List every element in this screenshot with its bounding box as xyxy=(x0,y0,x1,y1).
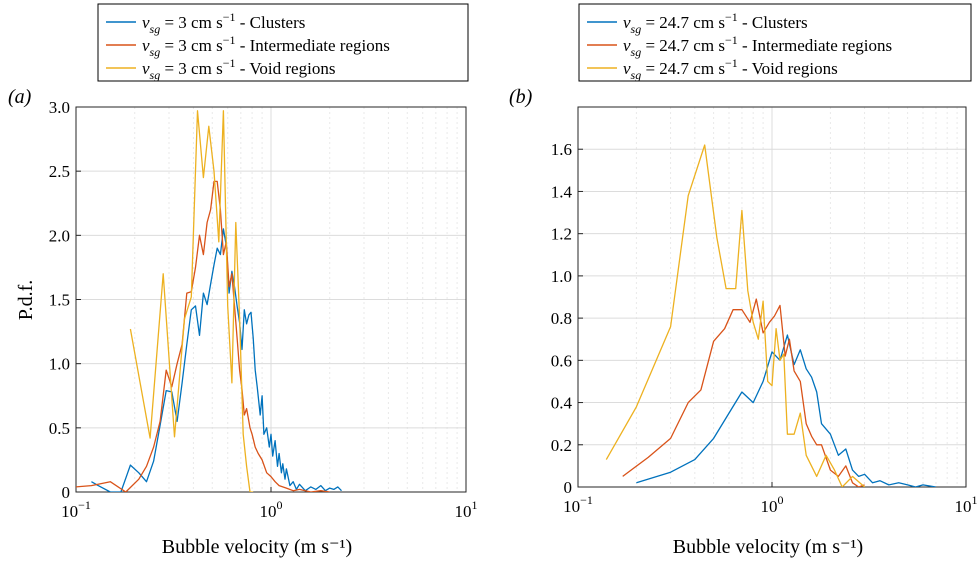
y-axis-label-a: P.d.f. xyxy=(15,280,37,321)
x-ticks-b: 10−1 100 101 xyxy=(563,482,978,516)
y-tick-label: 1.5 xyxy=(49,291,70,310)
y-tick-label: 0.5 xyxy=(49,419,70,438)
series-line-3 xyxy=(605,144,866,487)
legend-symbol: v xyxy=(142,13,150,32)
legend-superscript: −1 xyxy=(223,33,236,47)
legend-suffix: - Clusters xyxy=(235,13,305,32)
legend-text: = 24.7 cm s xyxy=(641,36,725,55)
x-tick-base: 10 xyxy=(455,502,472,521)
x-tick-exponent: 0 xyxy=(778,493,784,507)
x-tick-base: 10 xyxy=(761,497,778,516)
y-tick-label: 1.2 xyxy=(551,225,572,244)
legend-superscript: −1 xyxy=(725,56,738,70)
x-tick-base: 10 xyxy=(955,497,972,516)
y-tick-label: 1.4 xyxy=(551,182,573,201)
legend-symbol: v xyxy=(623,13,631,32)
series-line-3 xyxy=(129,110,254,492)
y-ticks-b: 0 0.2 0.4 0.6 0.8 1.0 1.2 1.4 1.6 xyxy=(551,140,583,497)
legend-entry: vsg = 3 cm s−1 - Void regions xyxy=(142,56,335,82)
legend-symbol: v xyxy=(623,59,631,78)
series-b xyxy=(605,144,937,487)
grid-b xyxy=(577,107,966,488)
series-line-1 xyxy=(636,334,937,487)
legend-box-b xyxy=(578,3,972,82)
legend-entry: vsg = 3 cm s−1 - Clusters xyxy=(142,10,305,36)
y-tick-label: 1.6 xyxy=(551,140,572,159)
legend-entry: vsg = 24.7 cm s−1 - Intermediate regions xyxy=(623,33,892,59)
x-axis-label-a: Bubble velocity (m s⁻¹) xyxy=(162,536,352,558)
legend-subscript: sg xyxy=(150,22,161,36)
y-ticks-a: 0 0.5 1.0 1.5 2.0 2.5 3.0 xyxy=(49,98,81,502)
x-tick-exponent: 1 xyxy=(472,498,478,512)
y-tick-label: 2.0 xyxy=(49,226,70,245)
legend-superscript: −1 xyxy=(725,10,738,24)
x-tick-label: 100 xyxy=(761,493,784,516)
y-tick-label: 0.2 xyxy=(551,436,572,455)
series-a xyxy=(76,110,342,492)
x-tick-label: 101 xyxy=(455,498,478,521)
series-line-1 xyxy=(91,228,342,492)
legend-superscript: −1 xyxy=(725,33,738,47)
legend-box-a xyxy=(97,3,469,82)
legend-superscript: −1 xyxy=(223,56,236,70)
series-line-2 xyxy=(76,180,330,492)
x-tick-exponent: 0 xyxy=(277,498,283,512)
legend-text: = 3 cm s xyxy=(160,13,222,32)
y-tick-label: 0.6 xyxy=(551,351,572,370)
x-tick-base: 10 xyxy=(61,502,78,521)
y-tick-label: 3.0 xyxy=(49,98,70,117)
x-tick-label: 100 xyxy=(260,498,283,521)
x-axis-label-b: Bubble velocity (m s⁻¹) xyxy=(673,536,863,558)
y-tick-label: 1.0 xyxy=(551,267,572,286)
legend-text: = 24.7 cm s xyxy=(641,59,725,78)
y-tick-label: 0 xyxy=(564,478,573,497)
legend-subscript: sg xyxy=(631,45,642,59)
y-tick-label: 1.0 xyxy=(49,355,70,374)
x-tick-label: 10−1 xyxy=(563,493,593,516)
legend-suffix: - Void regions xyxy=(738,59,838,78)
legend-suffix: - Intermediate regions xyxy=(738,36,892,55)
x-tick-exponent: −1 xyxy=(580,493,593,507)
x-tick-base: 10 xyxy=(563,497,580,516)
y-tick-label: 0 xyxy=(62,483,71,502)
x-ticks-a: 10−1 100 101 xyxy=(61,487,478,521)
legend-subscript: sg xyxy=(150,45,161,59)
legend-subscript: sg xyxy=(631,22,642,36)
legend-entry: vsg = 24.7 cm s−1 - Void regions xyxy=(623,56,838,82)
legend-text: = 3 cm s xyxy=(160,59,222,78)
y-tick-label: 0.8 xyxy=(551,309,572,328)
legend-symbol: v xyxy=(623,36,631,55)
legend-entry: vsg = 3 cm s−1 - Intermediate regions xyxy=(142,33,390,59)
panel-label-a: (a) xyxy=(8,86,32,108)
legend-suffix: - Void regions xyxy=(235,59,335,78)
legend-symbol: v xyxy=(142,59,150,78)
x-tick-exponent: −1 xyxy=(78,498,91,512)
panel-label-b: (b) xyxy=(509,86,533,108)
x-tick-label: 101 xyxy=(955,493,978,516)
x-tick-label: 10−1 xyxy=(61,498,91,521)
legend-text: = 24.7 cm s xyxy=(641,13,725,32)
series-line-2 xyxy=(622,298,865,487)
y-tick-label: 0.4 xyxy=(551,394,573,413)
x-tick-exponent: 1 xyxy=(972,493,978,507)
legend-text: = 3 cm s xyxy=(160,36,222,55)
legend-superscript: −1 xyxy=(223,10,236,24)
legend-subscript: sg xyxy=(631,68,642,82)
legend-subscript: sg xyxy=(150,68,161,82)
legend-suffix: - Intermediate regions xyxy=(235,36,389,55)
legend-suffix: - Clusters xyxy=(738,13,808,32)
legend-entry: vsg = 24.7 cm s−1 - Clusters xyxy=(623,10,808,36)
x-tick-base: 10 xyxy=(260,502,277,521)
y-tick-label: 2.5 xyxy=(49,162,70,181)
legend-symbol: v xyxy=(142,36,150,55)
